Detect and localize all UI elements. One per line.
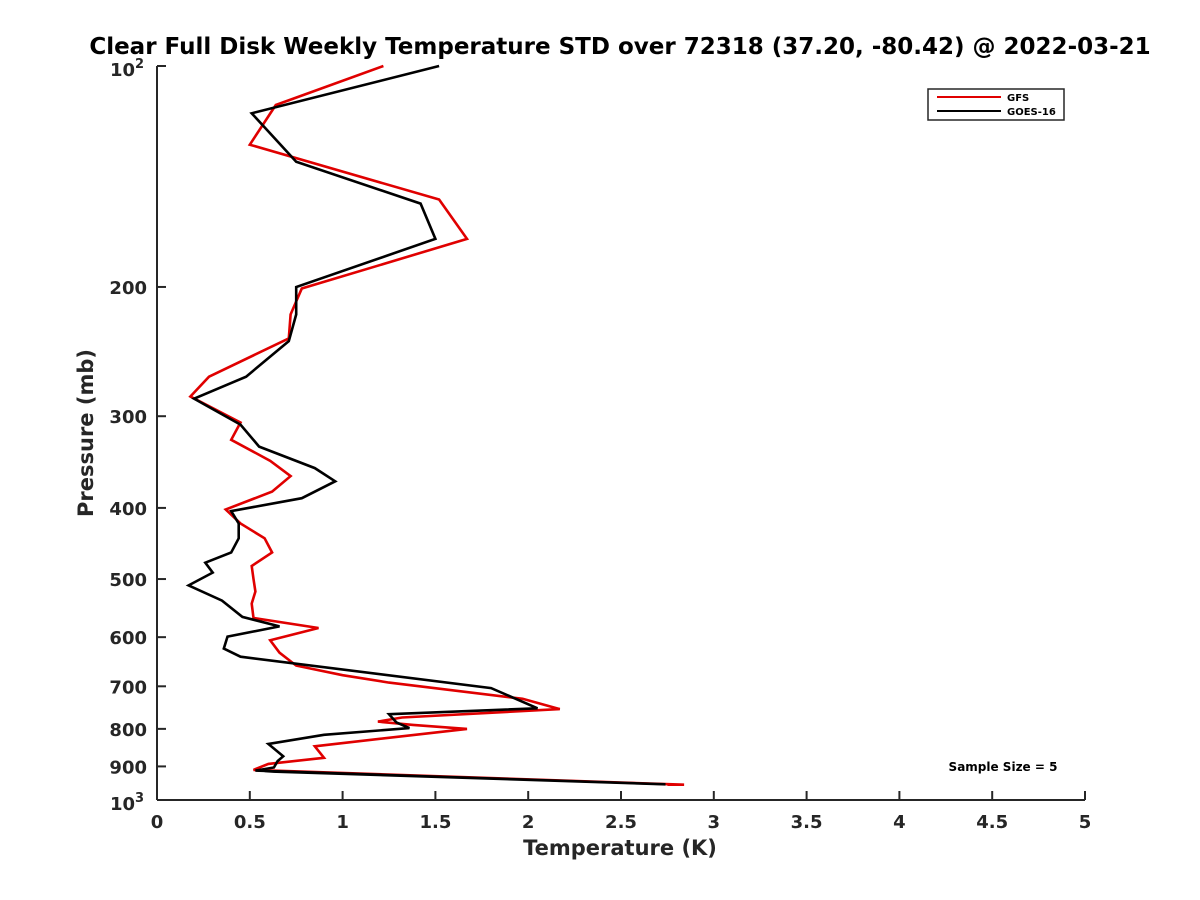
- y-tick-label: 200: [109, 278, 147, 299]
- legend-label-goes16: GOES-16: [1007, 107, 1056, 118]
- y-tick-label: 500: [109, 570, 147, 591]
- legend: GFS GOES-16: [927, 88, 1065, 121]
- x-tick-label: 0.5: [234, 812, 266, 833]
- x-tick-label: 4: [893, 812, 906, 833]
- x-tick-label: 2.5: [605, 812, 637, 833]
- x-axis-title: Temperature (K): [523, 836, 717, 860]
- legend-box: [927, 88, 1065, 121]
- x-tick-label: 0: [151, 812, 164, 833]
- y-tick-label: 600: [109, 628, 147, 649]
- series-layer: [185, 64, 685, 787]
- y-ticks: 200 300 400 500 600 700 800 900: [109, 65, 166, 801]
- y-tick-label: 300: [109, 407, 147, 428]
- x-tick-label: 1: [336, 812, 349, 833]
- x-tick-label: 1.5: [419, 812, 451, 833]
- x-tick-label: 2: [522, 812, 535, 833]
- x-tick-label: 3: [708, 812, 721, 833]
- y-axis-top-label: 102: [110, 57, 144, 81]
- y-tick-label: 400: [109, 499, 147, 520]
- y-tick-label: 700: [109, 677, 147, 698]
- series-line-gfs: [188, 64, 685, 787]
- x-ticks: 0 0.5 1 1.5 2 2.5 3 3.5 4 4.5 5: [151, 791, 1092, 833]
- chart-title: Clear Full Disk Weekly Temperature STD o…: [89, 34, 1150, 60]
- y-tick-label: 800: [109, 720, 147, 741]
- y-axis-title: Pressure (mb): [74, 349, 98, 517]
- series-line-goes16: [185, 64, 666, 786]
- legend-label-gfs: GFS: [1007, 93, 1029, 104]
- x-tick-label: 3.5: [791, 812, 823, 833]
- x-tick-label: 5: [1079, 812, 1092, 833]
- x-tick-label: 4.5: [976, 812, 1008, 833]
- sample-size-annotation: Sample Size = 5: [949, 760, 1058, 774]
- y-tick-label: 900: [109, 757, 147, 778]
- y-axis-bottom-label: 103: [110, 791, 144, 815]
